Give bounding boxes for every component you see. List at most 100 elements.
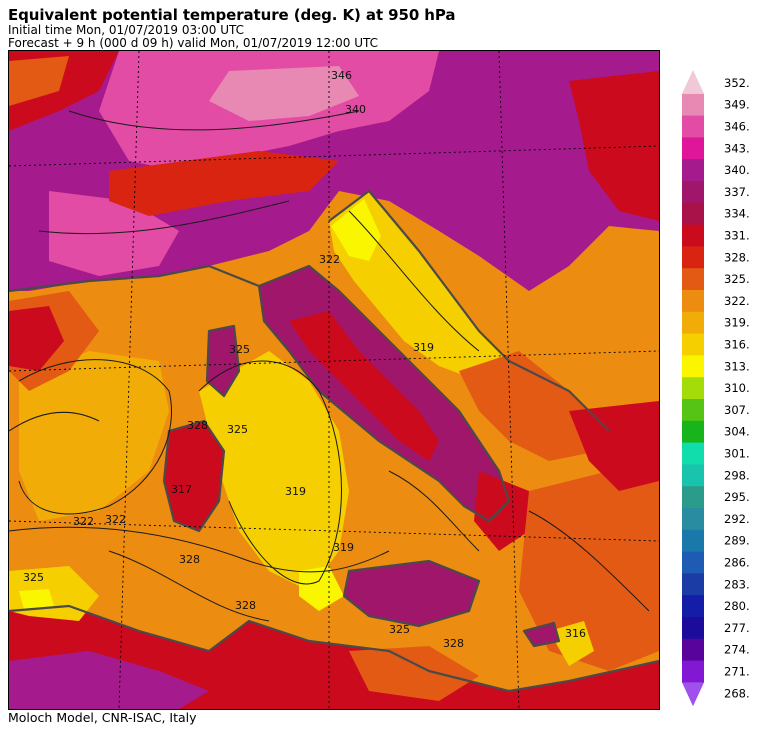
colorbar-swatch <box>682 115 704 138</box>
contour-label: 322 <box>105 513 126 526</box>
contour-line <box>348 210 480 352</box>
contours <box>9 110 650 622</box>
colorbar-tick-label: 295. <box>724 490 750 504</box>
contour-line <box>9 526 390 573</box>
colorbar-swatch <box>682 268 704 291</box>
contour-label: 325 <box>227 423 248 436</box>
contour-line <box>388 470 480 552</box>
colorbar-tick-label: 313. <box>724 359 750 373</box>
field-africa-mag <box>9 651 209 709</box>
contour-label: 328 <box>187 419 208 432</box>
field-nw-orange <box>9 56 69 106</box>
model-credit: Moloch Model, CNR-ISAC, Italy <box>8 710 197 725</box>
graticule <box>9 51 659 709</box>
colorbar-swatch <box>682 660 704 683</box>
colorbar-swatch <box>682 159 704 182</box>
colorbar-swatch <box>682 399 704 422</box>
colorbar-tick-label: 319. <box>724 316 750 330</box>
field-sw-bright <box>19 589 54 609</box>
contour-label: 328 <box>443 637 464 650</box>
contour-line <box>38 200 290 235</box>
colorbar-tick-label: 292. <box>724 512 750 526</box>
contour-line <box>68 110 360 131</box>
colorbar-tick-label: 325. <box>724 272 750 286</box>
colorbar-tick-label: 286. <box>724 556 750 570</box>
colorbar-swatch <box>682 246 704 269</box>
field-adriatic-bright <box>331 199 381 261</box>
colorbar-swatch <box>682 464 704 487</box>
field-libya-orange <box>349 646 479 701</box>
field-tyrrhenian-bright <box>299 566 344 611</box>
colorbar-swatch <box>682 682 704 707</box>
colorbar-tick-label: 340. <box>724 163 750 177</box>
colorbar-swatch <box>682 93 704 116</box>
contour-label: 319 <box>285 485 306 498</box>
contour-label: 346 <box>331 69 352 82</box>
contour-line <box>528 510 650 612</box>
contour-label: 322 <box>73 515 94 528</box>
contour-label: 319 <box>333 541 354 554</box>
contour-labels: 346 340 322 319 325 328 317 325 322 322 319 325 328 3… <box>23 69 586 650</box>
field-puglia <box>459 351 609 461</box>
map-panel: 346 340 322 319 325 328 317 325 322 322 319 325 328 3… <box>8 50 660 710</box>
colorbar-swatches <box>682 70 704 707</box>
colorbar-swatch <box>682 70 704 94</box>
field-north-pink2 <box>209 66 359 121</box>
colorbar-tick-label: 331. <box>724 229 750 243</box>
colorbar-tick-label: 301. <box>724 447 750 461</box>
colorbar-swatch <box>682 224 704 247</box>
contour-label: 319 <box>413 341 434 354</box>
colorbar-swatch <box>682 311 704 334</box>
contour-label: 325 <box>229 343 250 356</box>
colorbar-swatch <box>682 617 704 640</box>
colorbar-tick-label: 328. <box>724 250 750 264</box>
colorbar-swatch <box>682 442 704 465</box>
coast-adriatic-east <box>328 189 610 432</box>
colorbar-tick-label: 307. <box>724 403 750 417</box>
colorbar-swatch <box>682 595 704 618</box>
field-italy-red <box>289 311 439 461</box>
field-greece <box>569 401 659 491</box>
field-sardinia <box>164 421 224 531</box>
colorbar-tick-label: 283. <box>724 577 750 591</box>
coast-sicily <box>342 559 481 628</box>
field-calabria <box>474 471 529 551</box>
colorbar-tick-label: 322. <box>724 294 750 308</box>
colorbar-swatch <box>682 420 704 443</box>
colorbar-swatch <box>682 355 704 378</box>
contour-label: 322 <box>319 253 340 266</box>
forecast-line: Forecast + 9 h (000 d 09 h) valid Mon, 0… <box>8 36 378 50</box>
colorbar-tick-label: 271. <box>724 665 750 679</box>
colorbar-swatch <box>682 529 704 552</box>
graticule-line <box>9 520 659 542</box>
colorbar-tick-label: 352. <box>724 76 750 90</box>
colorbar-tick-label: 280. <box>724 599 750 613</box>
field-north-band <box>109 151 339 216</box>
contour-line <box>9 411 100 432</box>
field-west-red2 <box>9 306 64 371</box>
coast-france <box>9 264 260 293</box>
colorbar-tick-label: 343. <box>724 141 750 155</box>
colorbar-tick-label: 346. <box>724 120 750 134</box>
coast-italy <box>257 264 511 523</box>
colorbar-swatch <box>682 508 704 531</box>
coastlines <box>9 189 659 693</box>
colorbar-labels: 352. 349. 346. 343. 340. 337. 334. 331. 328. 325.… <box>724 76 750 700</box>
colorbar-swatch <box>682 377 704 400</box>
initial-time-line: Initial time Mon, 01/07/2019 03:00 UTC <box>8 23 245 37</box>
contour-label: 340 <box>345 103 366 116</box>
graticule-line <box>9 350 659 372</box>
colorbar-swatch <box>682 290 704 313</box>
colorbar-tick-label: 277. <box>724 621 750 635</box>
colorbar-tick-label: 289. <box>724 534 750 548</box>
chart-title: Equivalent potential temperature (deg. K… <box>8 6 456 24</box>
field-corsica <box>207 326 239 396</box>
colorbar: 352. 349. 346. 343. 340. 337. 334. 331. 328. 325.… <box>678 50 758 712</box>
map-svg: 346 340 322 319 325 328 317 325 322 322 319 325 328 3… <box>9 51 659 709</box>
colorbar-tick-label: 298. <box>724 468 750 482</box>
coast-africa <box>9 604 659 693</box>
colorbar-svg: 352. 349. 346. 343. 340. 337. 334. 331. 328. 325.… <box>682 70 750 707</box>
colorbar-swatch <box>682 486 704 509</box>
colorbar-swatch <box>682 202 704 225</box>
colorbar-tick-label: 274. <box>724 643 750 657</box>
